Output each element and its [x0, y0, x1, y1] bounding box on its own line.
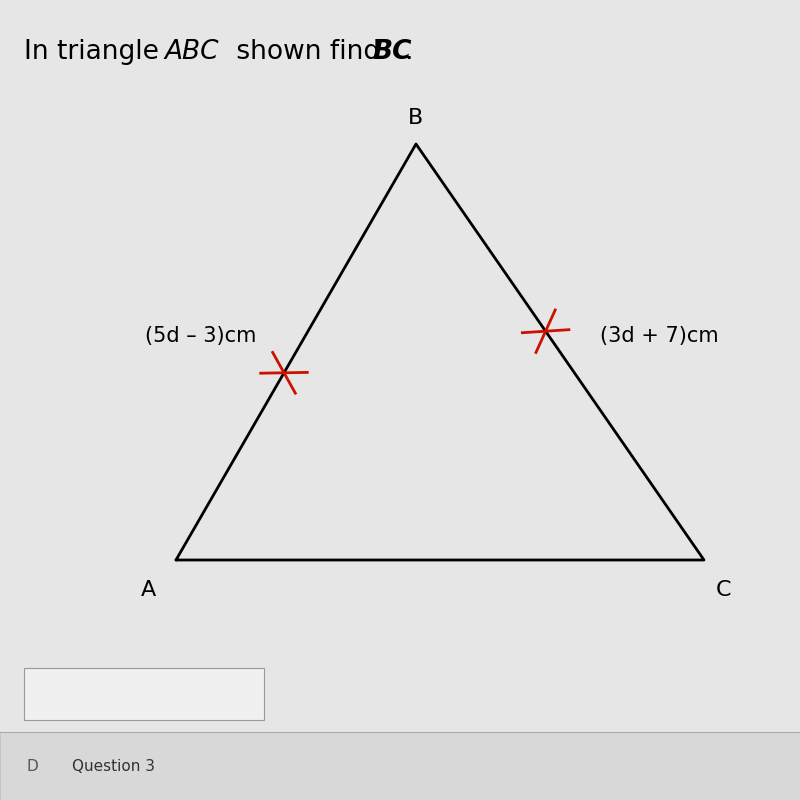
Text: D: D	[26, 759, 38, 774]
Text: shown find: shown find	[228, 39, 389, 65]
Text: ABC: ABC	[164, 39, 218, 65]
Text: C: C	[716, 580, 731, 600]
Text: .: .	[404, 39, 413, 65]
Text: A: A	[141, 580, 156, 600]
Text: Question 3: Question 3	[72, 759, 155, 774]
Text: In triangle: In triangle	[24, 39, 167, 65]
Text: BC: BC	[372, 39, 411, 65]
FancyBboxPatch shape	[0, 732, 800, 800]
FancyBboxPatch shape	[24, 668, 264, 720]
Text: B: B	[408, 108, 424, 128]
Text: (3d + 7)cm: (3d + 7)cm	[600, 326, 718, 346]
Text: (5d – 3)cm: (5d – 3)cm	[145, 326, 256, 346]
